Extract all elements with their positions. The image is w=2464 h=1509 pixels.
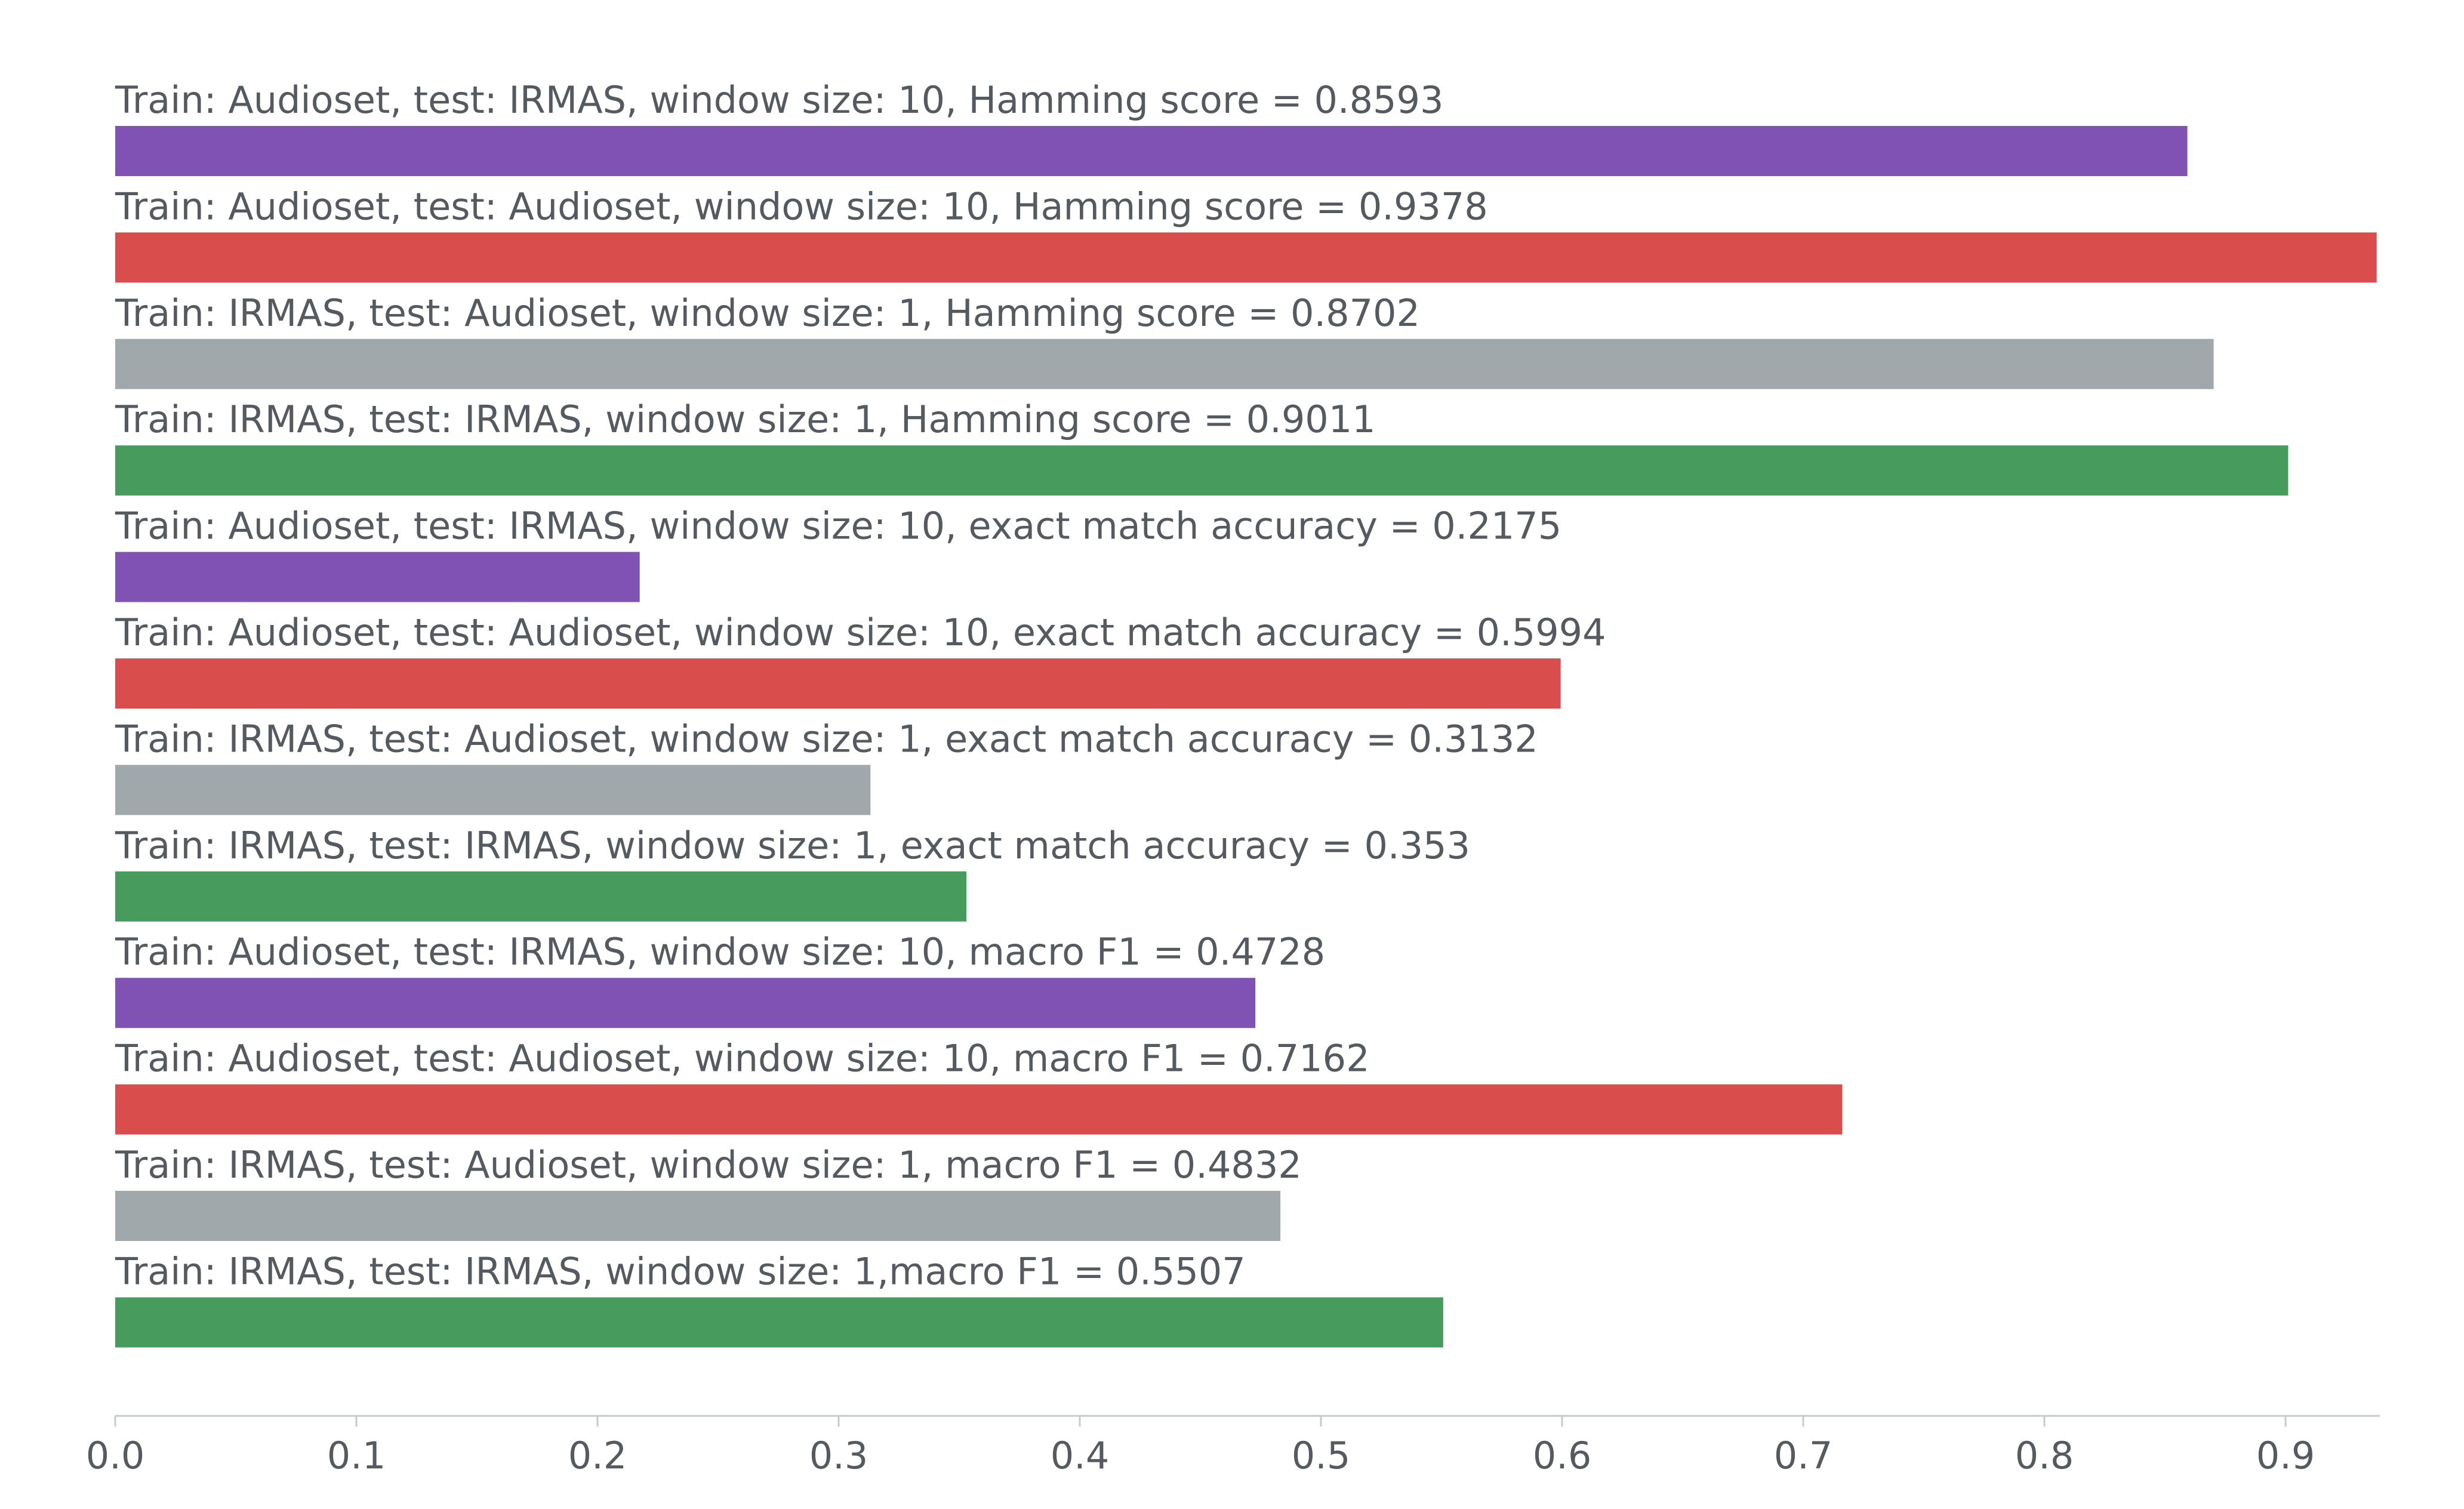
x-tick-label: 0.0 bbox=[86, 1434, 145, 1477]
bars-layer: Train: Audioset, test: IRMAS, window siz… bbox=[115, 78, 2377, 1348]
x-tick-label: 0.3 bbox=[809, 1434, 868, 1477]
bar[interactable] bbox=[115, 871, 967, 922]
x-tick-label: 0.2 bbox=[568, 1434, 627, 1477]
bar-label: Train: Audioset, test: Audioset, window … bbox=[115, 611, 1606, 654]
bar[interactable] bbox=[115, 978, 1256, 1028]
bar[interactable] bbox=[115, 552, 640, 602]
bar-label: Train: Audioset, test: IRMAS, window siz… bbox=[115, 930, 1325, 974]
x-tick-label: 0.6 bbox=[1533, 1434, 1592, 1477]
bar-label: Train: IRMAS, test: Audioset, window siz… bbox=[115, 717, 1538, 760]
bar[interactable] bbox=[115, 658, 1561, 709]
bar[interactable] bbox=[115, 1084, 1843, 1135]
x-tick-label: 0.9 bbox=[2256, 1434, 2315, 1477]
bar[interactable] bbox=[115, 1191, 1281, 1241]
bar-label: Train: IRMAS, test: IRMAS, window size: … bbox=[115, 398, 1376, 441]
x-tick-label: 0.8 bbox=[2015, 1434, 2074, 1477]
x-axis: 0.0 0.1 0.2 0.3 0.4 0.5 0.6 0.7 0.8 0.9 bbox=[86, 1415, 2380, 1477]
bar-label: Train: Audioset, test: Audioset, window … bbox=[115, 1037, 1370, 1080]
x-tick-label: 0.1 bbox=[327, 1434, 386, 1477]
bar[interactable] bbox=[115, 1297, 1443, 1348]
x-tick-label: 0.7 bbox=[1774, 1434, 1833, 1477]
bar[interactable] bbox=[115, 232, 2377, 283]
x-tick-label: 0.5 bbox=[1292, 1434, 1351, 1477]
bar-label: Train: IRMAS, test: Audioset, window siz… bbox=[115, 1143, 1302, 1187]
bar-label: Train: IRMAS, test: IRMAS, window size: … bbox=[115, 1249, 1246, 1293]
bar-label: Train: IRMAS, test: Audioset, window siz… bbox=[115, 291, 1420, 335]
bar[interactable] bbox=[115, 338, 2214, 389]
bar-label: Train: Audioset, test: Audioset, window … bbox=[115, 184, 1488, 228]
bar-label: Train: Audioset, test: IRMAS, window siz… bbox=[115, 78, 1443, 122]
x-tick-label: 0.4 bbox=[1051, 1434, 1110, 1477]
bar-label: Train: IRMAS, test: IRMAS, window size: … bbox=[115, 824, 1470, 867]
bar-label: Train: Audioset, test: IRMAS, window siz… bbox=[115, 504, 1561, 548]
bar[interactable] bbox=[115, 765, 871, 815]
bar[interactable] bbox=[115, 445, 2289, 496]
bar[interactable] bbox=[115, 126, 2188, 176]
